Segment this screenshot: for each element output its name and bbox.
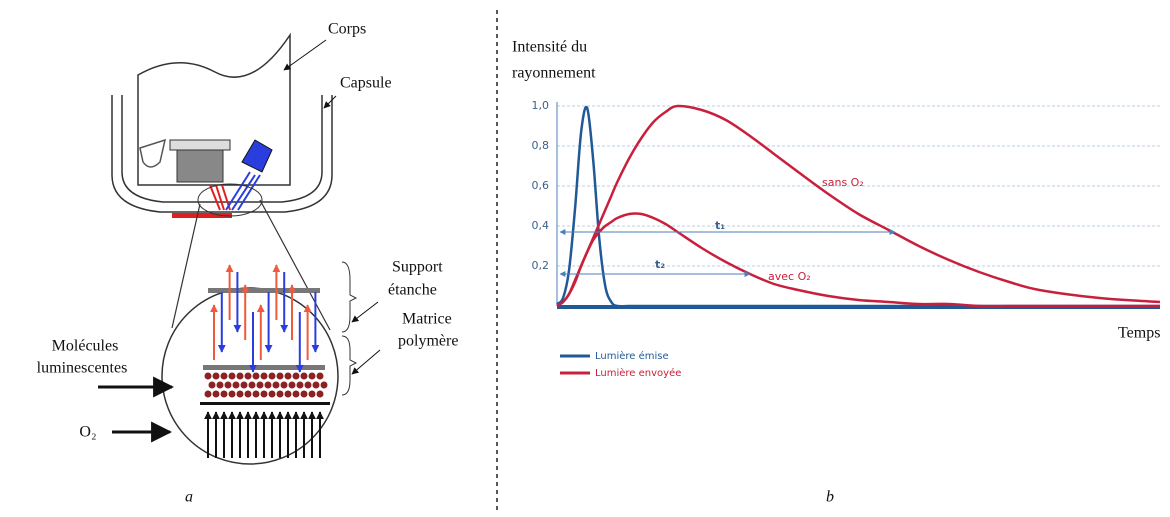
molecule — [252, 372, 260, 380]
matrix-top — [203, 365, 325, 370]
label-capsule: Capsule — [340, 75, 392, 92]
label-molecules: Molécules — [52, 338, 119, 355]
molecule — [312, 381, 320, 389]
brace-matrix — [341, 335, 358, 396]
molecule — [308, 372, 316, 380]
molecule — [228, 372, 236, 380]
molecule — [204, 372, 212, 380]
label-support: étanche — [388, 282, 437, 299]
red-rays — [209, 184, 231, 211]
molecule — [208, 381, 216, 389]
molecule — [268, 390, 276, 398]
photodiode — [139, 138, 167, 168]
molecule — [296, 381, 304, 389]
label-molecules: luminescentes — [37, 360, 128, 377]
curve-label: avec O₂ — [768, 270, 811, 283]
molecule — [284, 390, 292, 398]
molecule — [228, 390, 236, 398]
label-matrix: polymère — [398, 333, 458, 350]
molecule — [260, 390, 268, 398]
capsule-outer — [111, 95, 333, 213]
molecule — [256, 381, 264, 389]
label-matrix: Matrice — [402, 311, 452, 328]
molecule — [272, 381, 280, 389]
label-support: Support — [392, 259, 443, 276]
molecule — [280, 381, 288, 389]
molecule — [244, 390, 252, 398]
y-axis-label: rayonnement — [512, 65, 596, 82]
molecule — [276, 372, 284, 380]
molecule — [292, 372, 300, 380]
molecule — [212, 390, 220, 398]
molecule — [260, 372, 268, 380]
filter-top — [169, 139, 231, 151]
molecule — [284, 372, 292, 380]
blue-rays — [225, 171, 261, 211]
y-tick-label: 0,8 — [532, 139, 550, 152]
y-tick-label: 0,4 — [532, 219, 550, 232]
caption: a — [185, 489, 193, 506]
molecule — [244, 372, 252, 380]
molecule — [300, 390, 308, 398]
molecule — [264, 381, 272, 389]
y-axis-label: Intensité du — [512, 39, 587, 56]
zoom-lines — [171, 199, 331, 331]
annotation: t₂ — [655, 258, 665, 271]
molecule — [220, 390, 228, 398]
molecule — [292, 390, 300, 398]
annotation: t₁ — [715, 219, 725, 232]
legend-label: Lumière envoyée — [595, 367, 681, 379]
y-tick-label: 0,6 — [532, 179, 550, 192]
led — [241, 139, 273, 173]
brace-support — [341, 261, 358, 333]
label-o2: O₂ — [79, 424, 96, 441]
molecule — [316, 372, 324, 380]
molecule — [224, 381, 232, 389]
series-line — [556, 212, 1160, 308]
x-axis-label: Temps — [1118, 325, 1160, 342]
y-tick-label: 0,2 — [532, 259, 550, 272]
molecule — [276, 390, 284, 398]
legend-label: Lumière émise — [595, 350, 669, 362]
sensor-spot — [172, 213, 232, 218]
arrow-corps — [283, 39, 327, 71]
molecule — [252, 390, 260, 398]
molecule — [316, 390, 324, 398]
sensor-diagram: Corps Capsule Support étanche Matrice po… — [37, 21, 459, 506]
molecule — [288, 381, 296, 389]
arrow-capsule — [323, 95, 337, 109]
molecule — [248, 381, 256, 389]
label-corps: Corps — [328, 21, 366, 38]
zoom-content — [204, 264, 328, 458]
arrow-support — [351, 301, 379, 323]
chart: Intensité du rayonnement Temps b 0,2 0,4 0… — [512, 39, 1160, 506]
filter-block — [176, 149, 224, 183]
molecule — [212, 372, 220, 380]
molecule — [308, 390, 316, 398]
capsule-inner — [121, 95, 323, 203]
arrow-matrix — [351, 349, 381, 375]
molecule — [232, 381, 240, 389]
molecule — [220, 372, 228, 380]
series-line — [556, 104, 1161, 308]
molecule — [320, 381, 328, 389]
y-tick-label: 1,0 — [532, 99, 550, 112]
caption: b — [826, 489, 834, 506]
molecule — [300, 372, 308, 380]
molecule — [236, 372, 244, 380]
series-line — [556, 105, 1160, 308]
molecule — [204, 390, 212, 398]
matrix-bottom — [200, 402, 330, 405]
molecule — [236, 390, 244, 398]
molecule — [216, 381, 224, 389]
molecule — [240, 381, 248, 389]
support-layer — [208, 288, 320, 293]
molecule — [304, 381, 312, 389]
curve-label: sans O₂ — [822, 176, 864, 189]
zoom-area — [197, 183, 263, 217]
molecule — [268, 372, 276, 380]
